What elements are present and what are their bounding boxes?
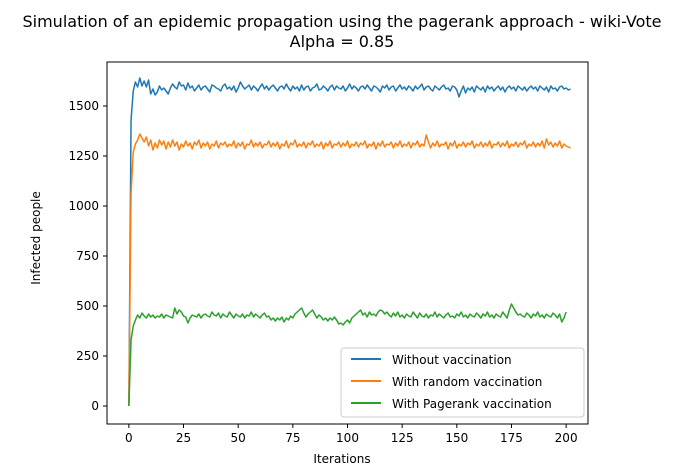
y-axis-label: Infected people [29, 191, 43, 285]
x-tick-label: 75 [285, 431, 300, 445]
x-tick-label: 25 [176, 431, 191, 445]
legend: Without vaccination With random vaccinat… [340, 347, 585, 418]
legend-label-random-vaccination: With random vaccination [392, 375, 542, 389]
x-axis-label: Iterations [313, 452, 370, 466]
y-tick-label: 1000 [68, 199, 99, 213]
y-tick-label: 250 [76, 349, 99, 363]
x-axis-ticks: 0 25 50 75 100 125 150 175 200 [125, 424, 578, 445]
legend-label-pagerank-vaccination: With Pagerank vaccination [392, 397, 552, 411]
legend-label-without-vaccination: Without vaccination [392, 353, 512, 367]
series-line-without-vaccination [128, 77, 571, 407]
y-axis-ticks: 0 250 500 750 1000 1250 1500 [68, 99, 107, 413]
x-tick-label: 50 [231, 431, 246, 445]
x-tick-label: 175 [500, 431, 523, 445]
series-layer [128, 77, 571, 407]
y-tick-label: 1250 [68, 149, 99, 163]
y-tick-label: 750 [76, 249, 99, 263]
legend-box [340, 347, 585, 418]
series-line-with-pagerank-vaccination [128, 303, 567, 407]
series-line-with-random-vaccination [128, 133, 571, 407]
x-tick-label: 0 [125, 431, 133, 445]
chart-title: Simulation of an epidemic propagation us… [22, 12, 661, 31]
y-tick-label: 0 [91, 399, 99, 413]
x-tick-label: 125 [391, 431, 414, 445]
x-tick-label: 150 [445, 431, 468, 445]
y-tick-label: 500 [76, 299, 99, 313]
chart-subtitle: Alpha = 0.85 [290, 32, 395, 51]
x-tick-label: 200 [555, 431, 578, 445]
y-tick-label: 1500 [68, 99, 99, 113]
x-tick-label: 100 [336, 431, 359, 445]
